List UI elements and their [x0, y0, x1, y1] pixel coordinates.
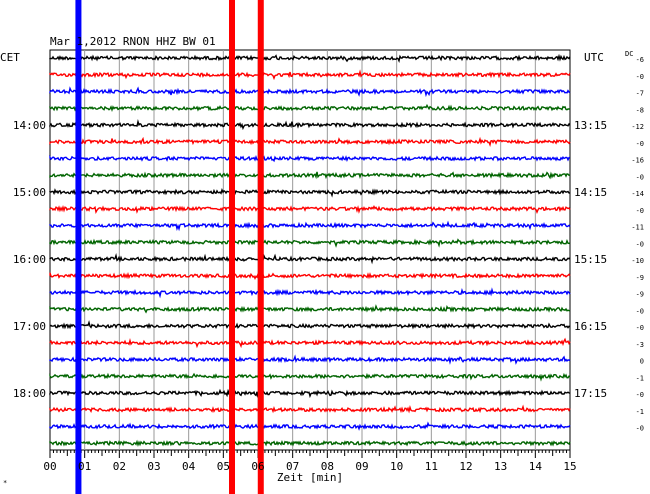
trace-line — [49, 188, 571, 198]
x-tick-label: 05 — [217, 460, 230, 473]
right-time-label: 13:15 — [574, 119, 607, 132]
dc-offset-label: -0 — [636, 240, 644, 248]
x-tick-label: 10 — [390, 460, 403, 473]
dc-offset-label: -10 — [631, 257, 644, 265]
plot-grid — [49, 49, 571, 458]
right-time-label: 15:15 — [574, 253, 607, 266]
trace-line — [49, 154, 570, 163]
dc-offset-label: -0 — [636, 140, 644, 148]
label-group: Mar 1,2012 RNON HHZ BW 01 CET UTC DC Zei… — [0, 35, 644, 487]
marker-group — [75, 0, 264, 494]
dc-offset-label: -8 — [636, 106, 644, 114]
x-tick-label: 00 — [43, 460, 56, 473]
dc-offset-label: -0 — [636, 173, 644, 181]
dc-offset-label: -9 — [636, 274, 644, 282]
trace-line — [49, 86, 571, 98]
trace-line — [49, 337, 571, 349]
x-tick-label: 02 — [113, 460, 126, 473]
dc-offset-label: -16 — [631, 157, 644, 165]
x-tick-label: 09 — [355, 460, 368, 473]
x-tick-label: 13 — [494, 460, 507, 473]
trace-line — [49, 354, 571, 365]
x-tick-label: 07 — [286, 460, 299, 473]
dc-offset-label: -0 — [636, 207, 644, 215]
x-tick-label: 15 — [563, 460, 576, 473]
left-axis-label: CET — [0, 51, 20, 64]
dc-offset-label: -3 — [636, 341, 644, 349]
dc-offset-label: -1 — [636, 408, 644, 416]
trace-line — [49, 404, 571, 414]
left-time-label: 17:00 — [13, 320, 46, 333]
dc-offset-label: -1 — [636, 374, 644, 382]
right-time-label: 17:15 — [574, 387, 607, 400]
x-tick-label: 08 — [321, 460, 334, 473]
trace-line — [49, 220, 571, 232]
left-time-label: 18:00 — [13, 387, 46, 400]
chart-title: Mar 1,2012 RNON HHZ BW 01 — [50, 35, 216, 48]
left-time-label: 14:00 — [13, 119, 46, 132]
offset-column-label: DC — [625, 50, 633, 58]
trace-line — [49, 383, 571, 399]
dc-offset-label: -7 — [636, 90, 644, 98]
trace-line — [49, 421, 571, 431]
dc-offset-label: -14 — [631, 190, 644, 198]
x-tick-label: 01 — [78, 460, 91, 473]
right-axis-label: UTC — [584, 51, 604, 64]
trace-line — [49, 372, 571, 382]
left-time-label: 15:00 — [13, 186, 46, 199]
trace-line — [49, 171, 571, 180]
dc-offset-label: -0 — [636, 425, 644, 433]
trace-line — [49, 119, 571, 131]
trace-line — [49, 136, 571, 148]
right-time-label: 14:15 — [574, 186, 607, 199]
trace-line — [49, 304, 571, 314]
dc-offset-label: 0 — [640, 358, 644, 366]
trace-line — [49, 53, 571, 63]
trace-group — [49, 53, 571, 447]
dc-offset-label: -6 — [636, 56, 644, 64]
x-tick-label: 03 — [147, 460, 160, 473]
x-tick-label: 04 — [182, 460, 196, 473]
trace-line — [49, 103, 570, 112]
dc-offset-label: -9 — [636, 291, 644, 299]
trace-line — [49, 271, 571, 281]
dc-offset-label: -0 — [636, 324, 644, 332]
dc-offset-label: -0 — [636, 73, 644, 81]
dc-offset-label: -0 — [636, 391, 644, 399]
x-tick-label: 12 — [459, 460, 472, 473]
dc-offset-label: -11 — [631, 224, 644, 232]
left-time-label: 16:00 — [13, 253, 46, 266]
trace-line — [49, 204, 571, 215]
trace-line — [49, 320, 571, 330]
trace-line — [49, 252, 571, 265]
x-tick-label: 11 — [425, 460, 438, 473]
x-tick-label: 14 — [529, 460, 543, 473]
plot-frame — [49, 49, 571, 451]
corner-mark: * — [3, 479, 7, 487]
x-tick-label: 06 — [251, 460, 264, 473]
trace-line — [49, 236, 571, 248]
dc-offset-label: -0 — [636, 307, 644, 315]
x-axis-label: Zeit [min] — [277, 471, 343, 484]
trace-line — [49, 287, 571, 299]
right-time-label: 16:15 — [574, 320, 607, 333]
trace-line — [49, 439, 571, 447]
dc-offset-label: -12 — [631, 123, 644, 131]
trace-line — [49, 69, 571, 81]
